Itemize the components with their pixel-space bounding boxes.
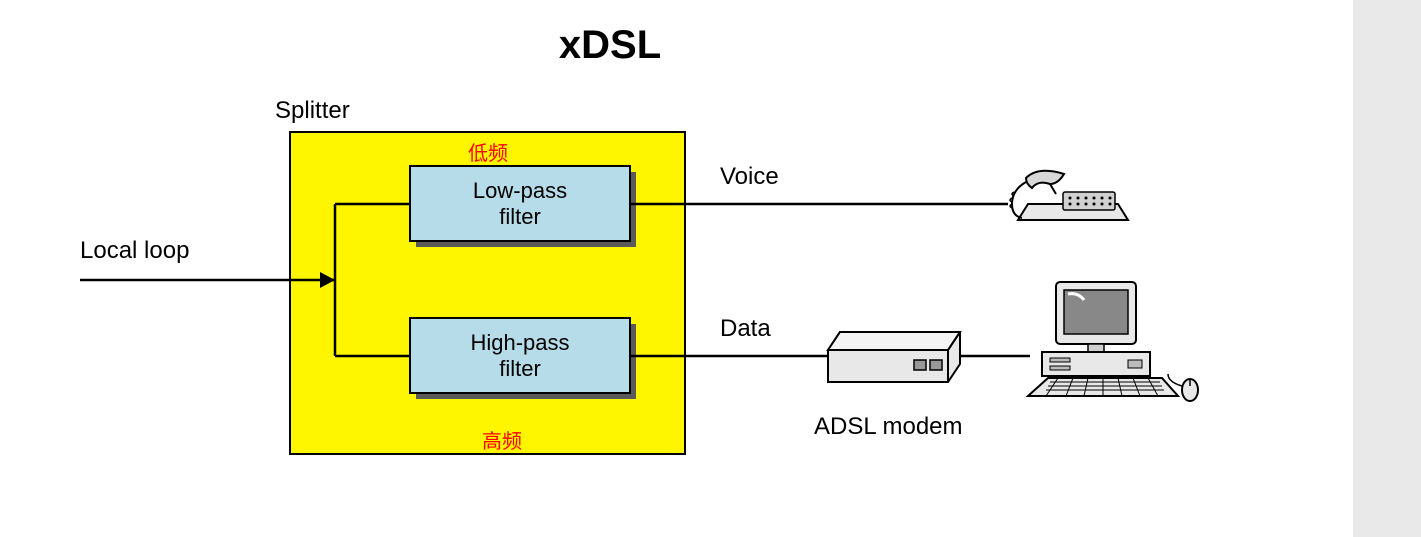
phone-icon [1010, 171, 1128, 220]
page: xDSL Splitter 低频 高频 Low-pass filter High… [0, 0, 1421, 537]
annotation-highfreq: 高频 [482, 430, 522, 453]
voice-label: Voice [720, 163, 779, 190]
lowpass-line1: Low-pass [473, 178, 567, 203]
xdsl-diagram: xDSL Splitter 低频 高频 Low-pass filter High… [0, 0, 1353, 537]
annotation-lowfreq: 低频 [468, 142, 508, 165]
adsl-modem-label: ADSL modem [814, 413, 963, 440]
splitter-label: Splitter [275, 97, 350, 124]
lowpass-line2: filter [499, 204, 541, 229]
highpass-line2: filter [499, 356, 541, 381]
diagram-title: xDSL [559, 23, 661, 67]
computer-icon [1028, 282, 1198, 401]
highpass-filter-box: High-pass filter [410, 318, 636, 399]
diagram-sheet: xDSL Splitter 低频 高频 Low-pass filter High… [0, 0, 1353, 537]
local-loop-label: Local loop [80, 237, 189, 264]
modem-icon [828, 332, 960, 382]
lowpass-filter-box: Low-pass filter [410, 166, 636, 247]
data-label: Data [720, 315, 771, 342]
highpass-line1: High-pass [470, 330, 569, 355]
